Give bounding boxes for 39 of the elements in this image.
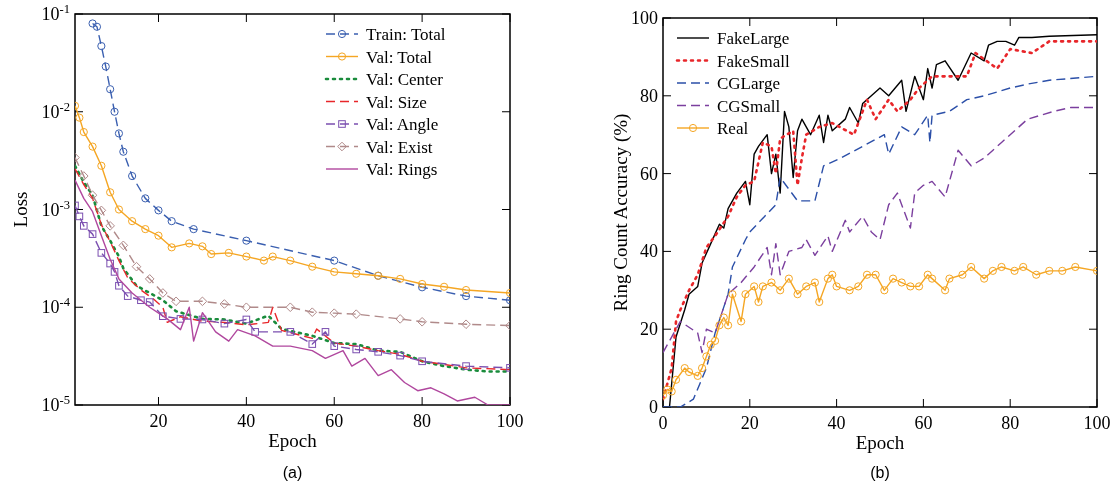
x-axis-title: Epoch bbox=[268, 430, 318, 451]
y-tick-label: 10$^{-4}$ bbox=[41, 295, 71, 318]
legend-label: Val: Angle bbox=[366, 115, 439, 134]
x-tick-label: 60 bbox=[325, 411, 344, 431]
x-tick-label: 20 bbox=[149, 411, 168, 431]
x-tick-label: 20 bbox=[740, 413, 759, 433]
legend-label: Val: Exist bbox=[366, 137, 433, 157]
x-tick-label: 80 bbox=[413, 411, 432, 431]
legend-label: Val: Center bbox=[366, 70, 444, 89]
text: (b) bbox=[870, 464, 890, 481]
text: (a) bbox=[282, 464, 303, 481]
legend-label: Train: Total bbox=[366, 25, 446, 44]
y-tick-label: 100 bbox=[631, 8, 658, 28]
y-tick-label: 0 bbox=[649, 397, 658, 417]
legend-label: FakeLarge bbox=[717, 29, 790, 48]
y-tick-label: 10$^{-5}$ bbox=[41, 393, 70, 415]
y-tick-label: 10$^{-3}$ bbox=[41, 197, 70, 220]
legend-label: Val: Rings bbox=[366, 160, 438, 179]
y-tick-label: 80 bbox=[640, 85, 658, 106]
x-tick-label: 40 bbox=[827, 413, 846, 433]
y-tick-label: 60 bbox=[640, 163, 658, 184]
x-tick-label: 100 bbox=[1083, 413, 1111, 433]
y-axis-title: Loss bbox=[10, 191, 31, 228]
y-axis-title: Ring Count Accuracy (%) bbox=[610, 113, 632, 312]
legend-label: Real bbox=[717, 119, 749, 138]
y-tick-label: 10$^{-1}$ bbox=[41, 2, 70, 24]
y-tick-label: 40 bbox=[640, 241, 658, 262]
y-tick-label: 10$^{-2}$ bbox=[41, 99, 70, 122]
legend-label: CGLarge bbox=[717, 74, 780, 93]
legend-label: Val: Size bbox=[366, 92, 427, 112]
legend-label: FakeSmall bbox=[717, 51, 790, 71]
x-tick-label: 60 bbox=[914, 413, 933, 433]
x-tick-label: 80 bbox=[1001, 413, 1020, 433]
legend-label: Val: Total bbox=[366, 47, 433, 67]
legend-label: CGSmall bbox=[717, 96, 781, 116]
x-axis-title: Epoch bbox=[855, 432, 905, 453]
x-tick-label: 40 bbox=[237, 411, 256, 431]
y-tick-label: 20 bbox=[640, 319, 658, 340]
x-tick-label: 100 bbox=[496, 411, 524, 431]
